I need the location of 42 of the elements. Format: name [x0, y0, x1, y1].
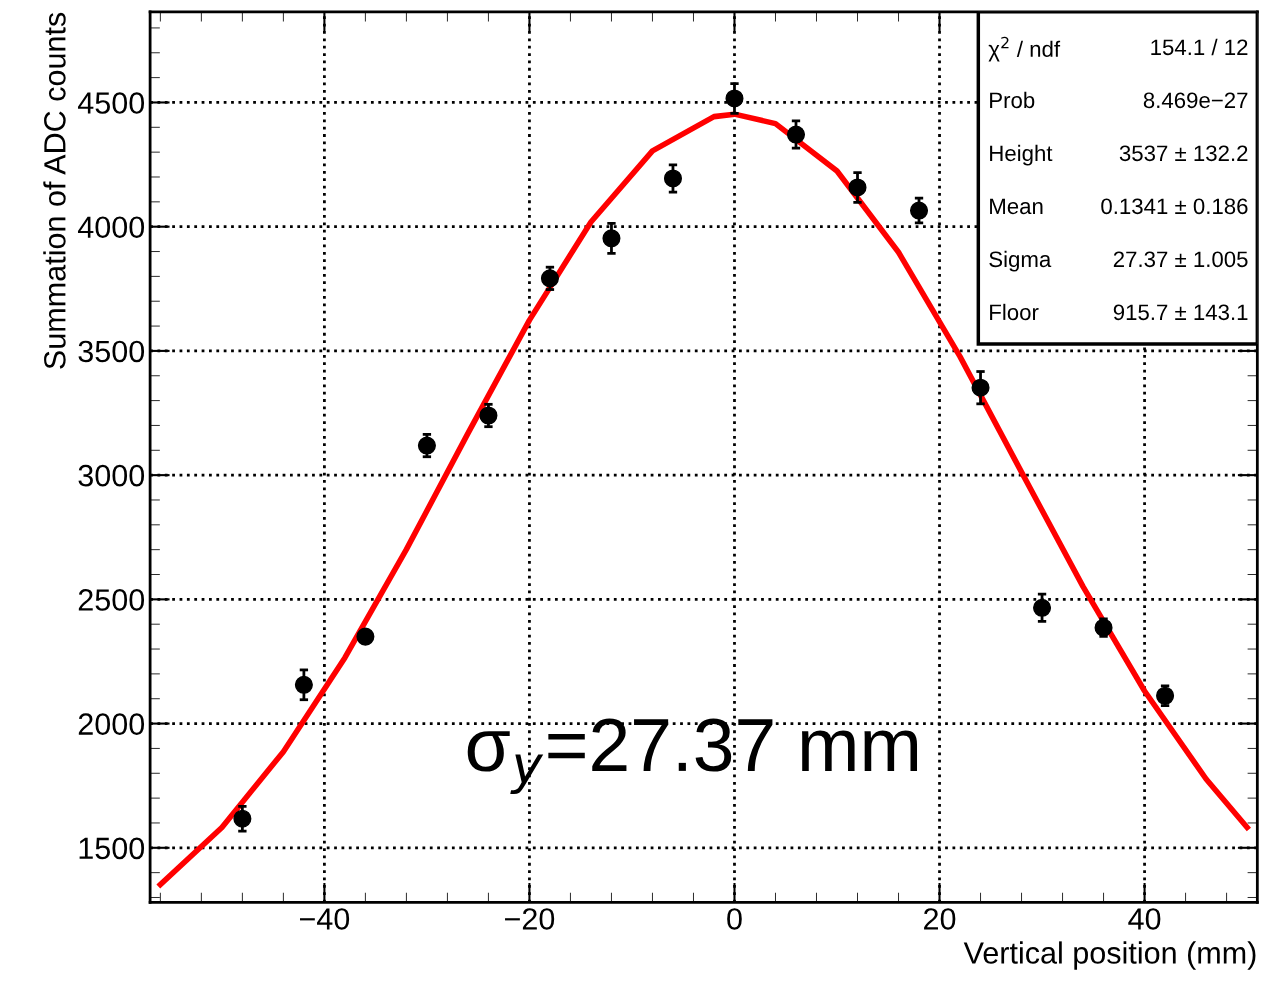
annotation: 0.1341 ± 0.186 [1101, 198, 1248, 215]
annotation: 8.469e−27 [1143, 92, 1248, 109]
point [479, 406, 498, 425]
point [294, 675, 313, 694]
annotation: 915.7 ± 143.1 [1113, 304, 1248, 321]
y-tick-label: 1500 [79, 837, 145, 860]
annotation: 3537 ± 132.2 [1119, 145, 1248, 162]
point [725, 89, 744, 108]
point [1094, 618, 1113, 637]
x-tick-label: −20 [505, 908, 555, 930]
point [663, 169, 682, 188]
y-tick-label: 2000 [78, 713, 145, 735]
y-axis-title: Summation of ADC counts [43, 12, 66, 369]
y-tick-label: 3000 [78, 464, 145, 487]
annotation: Mean [990, 198, 1043, 215]
x-tick-label: 0 [727, 908, 742, 930]
y-tick-label: 2500 [78, 589, 145, 611]
x-tick-label: 40 [1128, 908, 1161, 930]
point [1156, 686, 1175, 705]
point [1033, 598, 1052, 617]
point [971, 378, 990, 397]
x-tick-label: −40 [299, 908, 350, 930]
point [540, 269, 559, 288]
point [602, 229, 621, 248]
annotation: Prob [990, 91, 1035, 109]
annotation: χ$^{2}$ / ndf [988, 36, 1061, 62]
annotation: Height [990, 144, 1053, 166]
point [356, 627, 375, 646]
annotation: 154.1 / 12 [1151, 38, 1248, 56]
point [848, 178, 867, 197]
y-tick-label: 3500 [78, 340, 145, 363]
point [786, 125, 806, 144]
point [417, 436, 436, 455]
annotation: Sigma [989, 250, 1052, 272]
annotation: Floor [990, 303, 1039, 321]
y-tick-label: 4500 [77, 92, 145, 114]
point [233, 809, 252, 828]
x-tick-label: 20 [924, 908, 956, 930]
y-tick-label: 4000 [77, 216, 145, 239]
x-axis-title: Vertical position (mm) [963, 941, 1256, 970]
annotation: 27.37 ± 1.005 [1113, 251, 1248, 268]
annotation: σ$_{y}$=27.37 mm [467, 718, 918, 795]
